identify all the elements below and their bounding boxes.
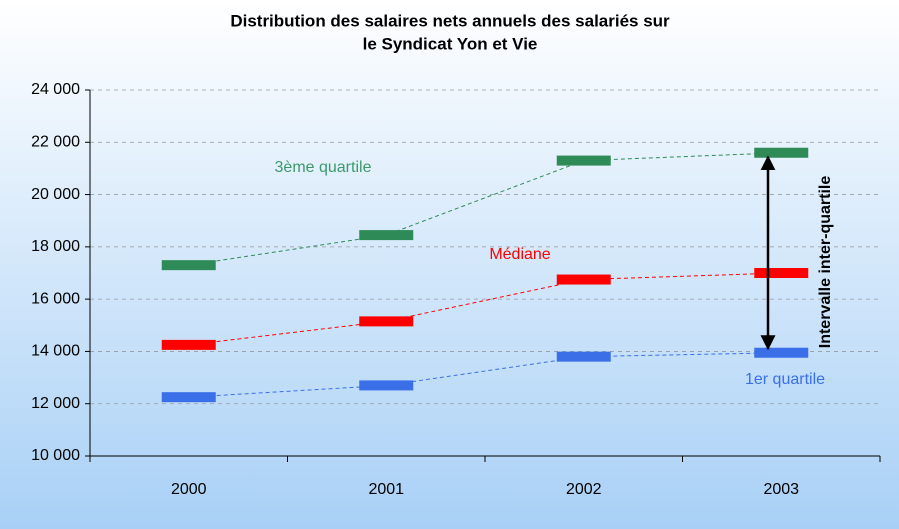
series-label: Médiane — [489, 246, 550, 263]
series-line — [188, 152, 782, 266]
marker — [161, 339, 216, 350]
marker — [161, 392, 216, 403]
chart-title: le Syndicat Yon et Vie — [363, 34, 538, 53]
marker — [556, 155, 611, 166]
annotation: Intervalle inter-quartile — [817, 176, 834, 349]
marker — [359, 316, 414, 327]
y-tick-label: 18 000 — [31, 238, 80, 255]
y-tick-label: 12 000 — [31, 395, 80, 412]
marker — [556, 351, 611, 362]
x-tick-label: 2000 — [171, 481, 207, 498]
marker — [754, 147, 809, 158]
marker — [359, 230, 414, 241]
series-line — [188, 352, 782, 398]
y-tick-label: 24 000 — [31, 81, 80, 98]
y-tick-label: 20 000 — [31, 186, 80, 203]
marker — [161, 260, 216, 271]
y-tick-label: 14 000 — [31, 343, 80, 360]
y-tick-label: 22 000 — [31, 134, 80, 151]
x-tick-label: 2001 — [368, 481, 404, 498]
chart-title: Distribution des salaires nets annuels d… — [230, 11, 670, 30]
marker — [754, 268, 809, 278]
series-label: 3ème quartile — [275, 159, 372, 176]
marker — [754, 347, 809, 358]
series-label: 1er quartile — [745, 371, 825, 388]
marker — [359, 380, 414, 391]
y-tick-label: 10 000 — [31, 447, 80, 464]
y-tick-label: 16 000 — [31, 290, 80, 307]
series-line — [188, 272, 782, 346]
x-tick-label: 2003 — [763, 481, 799, 498]
marker — [556, 274, 611, 285]
x-tick-label: 2002 — [566, 481, 602, 498]
